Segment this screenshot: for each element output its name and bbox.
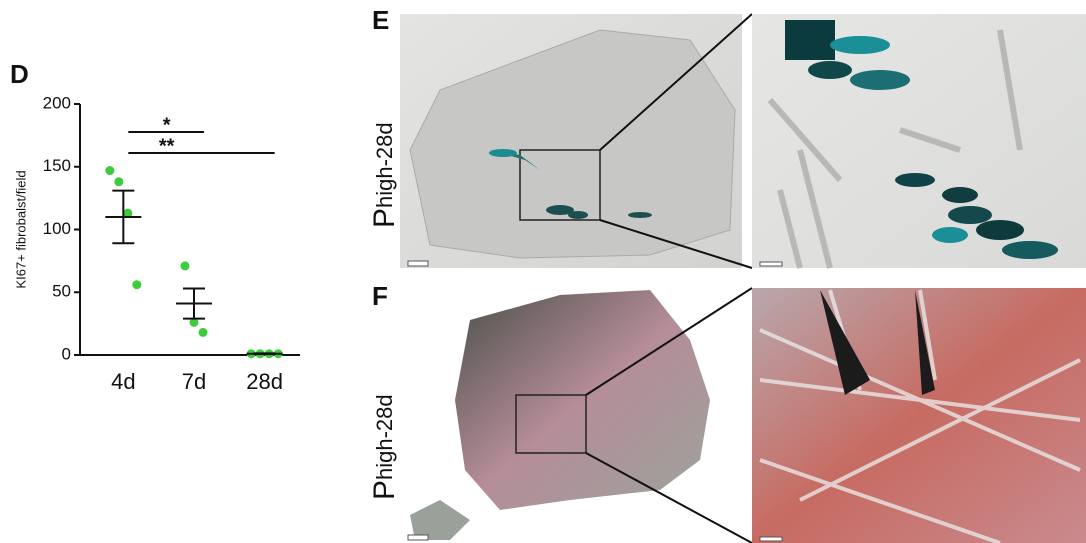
panel-label: F: [372, 281, 388, 311]
row-label-sub: high-28d: [372, 394, 397, 480]
micrograph-f-zoom: [752, 288, 1086, 543]
data-point: [198, 327, 208, 337]
y-tick-label: 100: [43, 219, 71, 238]
x-tick-label: 4d: [111, 369, 135, 394]
panel-label: E: [372, 5, 389, 35]
y-tick-label: 0: [62, 344, 71, 363]
error-bar: [253, 352, 276, 356]
row-label-sub: high-28d: [372, 122, 397, 208]
y-tick-label: 50: [52, 282, 71, 301]
row-label-main: P: [368, 480, 401, 500]
y-tick-label: 200: [43, 93, 71, 112]
micrograph-e-overview: [400, 14, 742, 268]
micrograph-e-zoom: [752, 14, 1086, 269]
micrograph-f-overview: [400, 285, 742, 543]
data-point: [105, 166, 115, 176]
y-tick-label: 150: [43, 156, 71, 175]
row-label: Phigh-28d: [368, 122, 401, 228]
row-label: Phigh-28d: [368, 394, 401, 500]
data-point: [114, 177, 124, 187]
significance-mark: **: [159, 135, 175, 157]
data-point: [123, 208, 133, 218]
panel-label: D: [10, 59, 29, 89]
data-point: [180, 261, 190, 271]
x-tick-label: 7d: [182, 369, 206, 394]
y-axis-label: KI67+ fibrobalst/field: [13, 170, 28, 288]
data-point: [132, 280, 142, 290]
x-tick-label: 28d: [246, 369, 283, 394]
data-point: [189, 317, 199, 327]
row-label-main: P: [368, 208, 401, 228]
error-bar: [183, 287, 205, 320]
significance-mark: *: [163, 114, 171, 136]
error-bar: [112, 189, 135, 245]
